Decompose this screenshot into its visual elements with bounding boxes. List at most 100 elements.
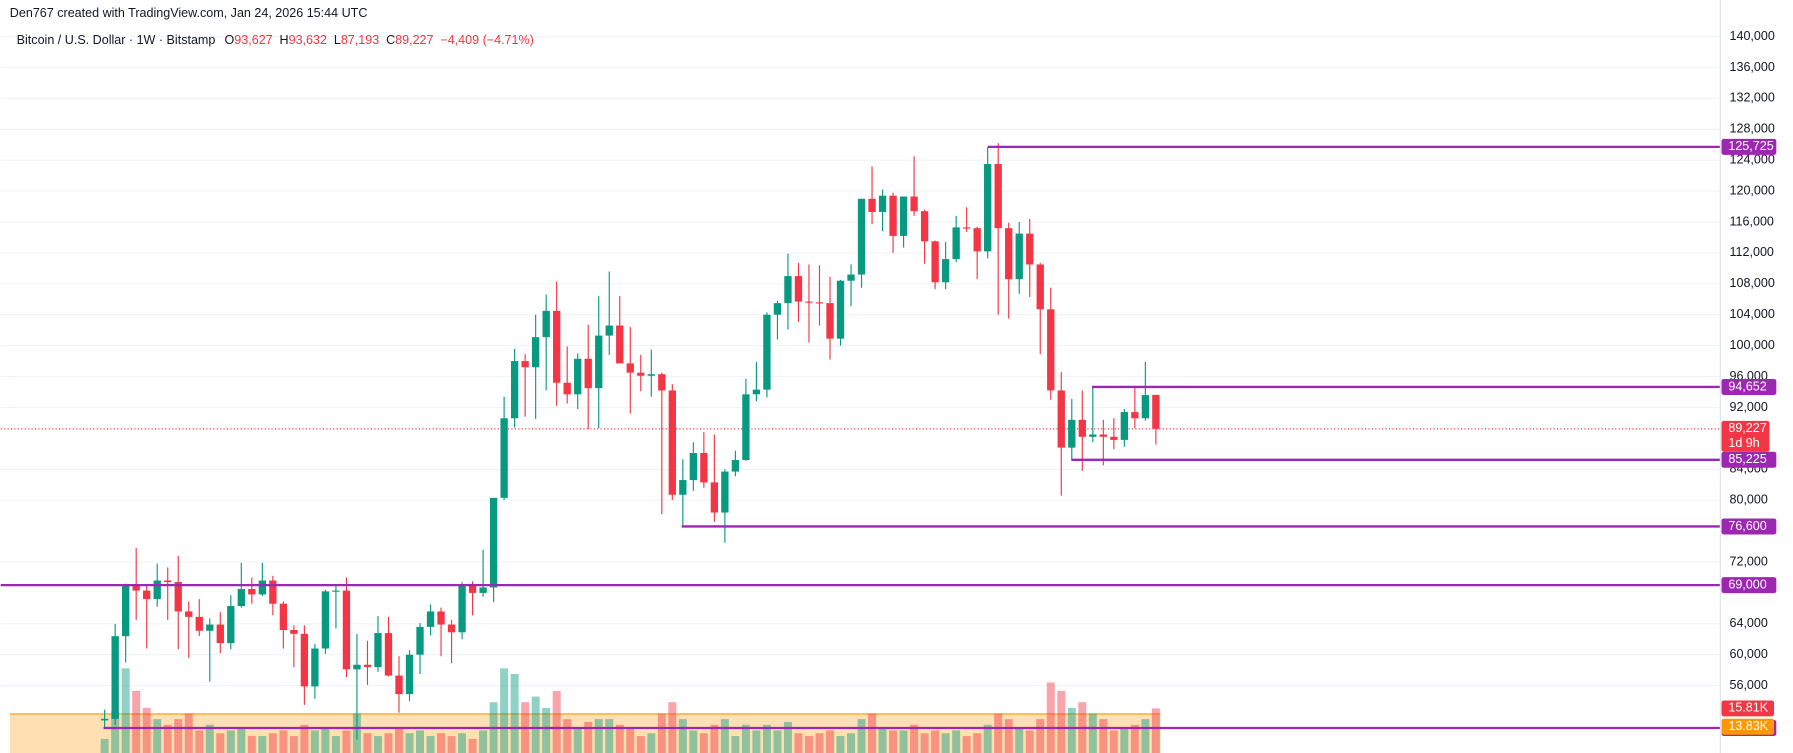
candle-body — [458, 585, 466, 633]
volume-bar — [268, 733, 277, 753]
candle-body — [132, 585, 140, 591]
volume-bar — [1120, 727, 1129, 753]
volume-bar — [279, 730, 288, 753]
volume-bar — [342, 730, 351, 753]
ohlc-value: 89,227 — [395, 33, 433, 47]
volume-bar — [910, 724, 919, 753]
price-pane — [0, 143, 1721, 740]
candle-body — [836, 280, 845, 339]
volume-bar — [857, 719, 866, 753]
candle-body — [164, 580, 172, 583]
volume-bar — [825, 730, 834, 753]
candle-body — [1068, 419, 1076, 448]
candle-body — [1015, 233, 1023, 280]
level-label-box — [1721, 518, 1777, 535]
candle-body — [721, 471, 729, 513]
candle-body — [605, 325, 613, 336]
volume-bar — [1088, 713, 1097, 753]
candle-body — [616, 325, 624, 364]
y-tick-label: 132,000 — [1729, 91, 1774, 105]
volume-bar — [542, 707, 551, 753]
candle-body — [973, 228, 981, 252]
volume-bar — [163, 724, 172, 753]
candle-body — [1089, 434, 1097, 437]
candle-body — [815, 302, 824, 304]
candle-body — [637, 372, 645, 376]
volume-bar — [458, 733, 467, 753]
y-tick-label: 140,000 — [1729, 29, 1774, 43]
candle-body — [1120, 412, 1128, 440]
candle-body — [626, 363, 634, 373]
y-tick-label: 72,000 — [1729, 554, 1767, 568]
candle-body — [195, 616, 203, 631]
candle-body — [531, 337, 540, 368]
grid — [0, 35, 1721, 687]
candle-body — [489, 497, 498, 588]
volume-bar — [962, 736, 971, 753]
volume-bar — [132, 690, 141, 753]
volume-bar — [605, 719, 614, 753]
candle-body — [784, 276, 792, 304]
y-tick-label: 128,000 — [1729, 122, 1774, 136]
volume-bar — [1046, 682, 1055, 753]
volume-bar — [552, 690, 561, 753]
level-label-box — [1721, 138, 1777, 155]
candle-body — [689, 453, 697, 481]
volume-bar — [437, 733, 446, 753]
volume-bar — [1057, 690, 1066, 753]
volume-bar — [1130, 724, 1139, 753]
volume-bar — [1099, 719, 1108, 753]
volume-bar — [111, 710, 120, 753]
candle-body — [710, 482, 719, 513]
candle-body — [468, 585, 477, 593]
volume-bar — [258, 736, 267, 753]
candle-body — [279, 603, 288, 630]
volume-bar — [594, 719, 603, 753]
candle-body — [185, 611, 193, 617]
volume-bar — [647, 733, 656, 753]
volume-bar — [226, 730, 235, 753]
volume-bar — [931, 730, 940, 753]
candle-body — [931, 241, 939, 283]
volume-bar — [973, 733, 982, 753]
volume-bar — [615, 724, 624, 753]
volume-bar — [889, 730, 898, 753]
volume-bar — [584, 721, 593, 753]
candle-body — [405, 654, 414, 695]
candle-body — [216, 624, 224, 644]
countdown: 1d 9h — [1728, 436, 1759, 450]
volume-ma-area — [9, 713, 1161, 753]
volume-bar — [363, 733, 372, 753]
candle-body — [111, 636, 119, 719]
level-label: 94,652 — [1728, 379, 1766, 393]
volume-bar — [847, 733, 856, 753]
candle-body — [426, 611, 435, 627]
candle-body — [153, 580, 161, 600]
volume-bar — [405, 733, 414, 753]
y-tick-label: 92,000 — [1729, 400, 1767, 414]
volume-bar — [773, 730, 782, 753]
y-tick-label: 64,000 — [1729, 616, 1767, 630]
level-label-box — [1721, 577, 1777, 594]
candle-body — [1131, 412, 1139, 419]
ohlc-key: H — [280, 33, 289, 47]
candle-body — [143, 590, 151, 600]
volume-bar — [710, 724, 719, 753]
candle-body — [584, 358, 592, 389]
candle-body — [174, 582, 182, 612]
volume-bar — [373, 736, 382, 753]
volume-bar — [783, 721, 792, 753]
candle-body — [321, 591, 330, 649]
volume-bar — [836, 736, 845, 753]
candle-body — [994, 164, 1002, 229]
candle-body — [122, 585, 130, 637]
candle-body — [805, 301, 813, 303]
change: −4,409 (−4.71%) — [440, 33, 533, 47]
volume-bar — [1015, 727, 1024, 753]
candle-body — [1078, 419, 1086, 437]
y-tick-label: 124,000 — [1729, 152, 1774, 166]
candle-body — [300, 633, 309, 687]
volume-bar — [426, 736, 435, 753]
